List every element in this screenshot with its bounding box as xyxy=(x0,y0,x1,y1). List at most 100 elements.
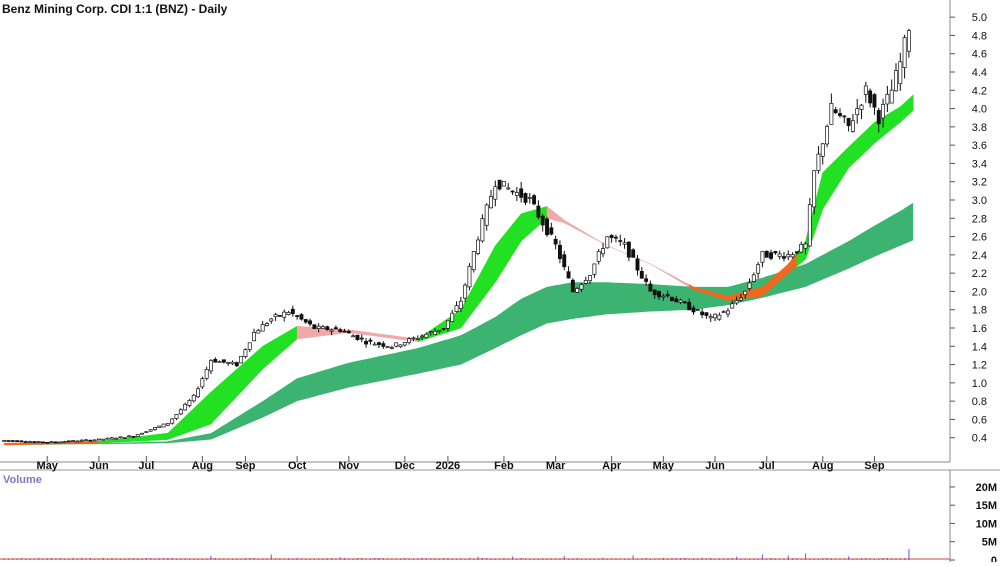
candle-body xyxy=(62,441,67,443)
candle-body xyxy=(807,204,812,247)
short-term-ma-band-segment xyxy=(283,330,289,351)
short-term-ma-band-segment xyxy=(818,172,824,222)
short-term-ma-band-segment xyxy=(568,222,574,228)
candle-body xyxy=(183,403,188,411)
short-term-ma-band-segment xyxy=(215,383,220,421)
short-term-ma-band-segment xyxy=(400,336,406,341)
candle-body xyxy=(239,355,244,364)
short-term-ma-band-segment xyxy=(477,269,483,306)
candle-body xyxy=(618,240,623,242)
short-term-ma-band-segment xyxy=(206,391,212,426)
candle-body xyxy=(140,432,144,435)
short-term-ma-band-segment xyxy=(120,438,126,443)
candle-body xyxy=(678,299,683,303)
candle-body xyxy=(489,196,493,209)
candle-body xyxy=(329,329,334,332)
candle-body xyxy=(445,320,450,329)
candle-body xyxy=(170,418,175,424)
candle-body xyxy=(286,312,291,315)
short-term-ma-band-segment xyxy=(589,235,595,240)
candle-body xyxy=(782,256,786,259)
candle-body xyxy=(428,331,433,334)
candle-body xyxy=(316,325,321,329)
short-term-ma-band-segment xyxy=(529,209,535,235)
candle-body xyxy=(639,271,644,279)
short-term-ma-band-segment xyxy=(90,441,95,444)
short-term-ma-band-segment xyxy=(895,106,901,127)
candle-body xyxy=(665,294,670,297)
candle-body xyxy=(290,308,295,314)
short-term-ma-band-segment xyxy=(378,333,384,338)
candle-body xyxy=(540,215,545,226)
price-tick-label: 1.0 xyxy=(972,378,987,390)
short-term-ma-band-segment xyxy=(663,270,668,275)
candle-body xyxy=(777,253,782,257)
candle-body xyxy=(15,440,20,442)
candle-body xyxy=(2,440,7,442)
short-term-ma-band-segment xyxy=(495,239,500,284)
candle-body xyxy=(661,295,666,298)
time-tick-label: Jul xyxy=(759,460,775,472)
price-tick-label: 0.8 xyxy=(972,396,987,408)
candle-body xyxy=(670,296,674,301)
candle-body xyxy=(191,394,196,402)
candle-body xyxy=(204,368,209,379)
time-tick-label: Apr xyxy=(602,460,622,472)
short-term-ma-band-segment xyxy=(81,441,87,444)
short-term-ma-band-segment xyxy=(137,435,143,442)
candle-body xyxy=(579,284,584,290)
short-term-ma-band-segment xyxy=(128,436,134,442)
candle-body xyxy=(71,440,76,442)
candle-body xyxy=(829,103,834,125)
short-term-ma-band-segment xyxy=(852,138,858,165)
short-term-ma-band-segment xyxy=(646,261,651,265)
time-tick-label: Nov xyxy=(338,460,360,472)
candle-body xyxy=(355,334,360,341)
candle-body xyxy=(631,249,636,258)
candle-body xyxy=(321,326,325,329)
candle-body xyxy=(230,361,235,365)
time-tick-label: Jul xyxy=(138,460,154,472)
candle-body xyxy=(751,274,756,282)
short-term-ma-band-segment xyxy=(331,328,337,335)
time-tick-label: Aug xyxy=(192,460,213,472)
candle-body xyxy=(187,400,192,406)
price-tick-label: 2.4 xyxy=(972,250,987,262)
short-term-ma-band-segment xyxy=(387,334,393,339)
candle-body xyxy=(450,312,455,322)
candle-body xyxy=(221,359,226,363)
candle-body xyxy=(713,313,717,319)
time-tick-label: 2026 xyxy=(436,460,460,472)
time-tick-label: Aug xyxy=(812,460,833,472)
short-term-ma-band-segment xyxy=(499,234,505,277)
candle-body xyxy=(49,441,54,443)
candle-body xyxy=(760,251,765,263)
candle-body xyxy=(243,349,248,357)
short-term-ma-band-segment xyxy=(111,439,117,443)
short-term-ma-band-segment xyxy=(98,440,104,444)
volume-tick-label: 10M xyxy=(976,518,997,530)
short-term-ma-band-segment xyxy=(266,340,272,366)
candle-body xyxy=(200,378,205,388)
candle-body xyxy=(364,340,369,345)
candle-body xyxy=(721,311,726,313)
candle-body xyxy=(833,109,838,113)
candle-body xyxy=(312,324,317,329)
candle-body xyxy=(127,435,132,438)
short-term-ma-band-segment xyxy=(227,372,233,407)
short-term-ma-band-segment xyxy=(546,205,552,220)
candle-body xyxy=(398,344,403,348)
candle-body xyxy=(674,298,679,303)
candle-body xyxy=(53,441,58,444)
short-term-ma-band-segment xyxy=(154,433,160,441)
price-tick-label: 3.0 xyxy=(972,195,987,207)
short-term-ma-band-segment xyxy=(469,285,475,318)
candle-body xyxy=(514,192,519,196)
short-term-ma-band-segment xyxy=(555,212,561,223)
candle-body xyxy=(273,314,278,318)
price-tick-label: 3.8 xyxy=(972,122,987,134)
price-tick-label: 1.6 xyxy=(972,323,987,335)
candle-body xyxy=(734,300,739,304)
volume-tick-label: 20M xyxy=(976,482,997,494)
